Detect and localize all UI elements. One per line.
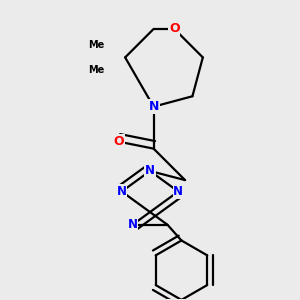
Text: O: O [169,22,180,35]
Text: Me: Me [88,65,104,75]
Text: N: N [117,185,127,198]
Text: O: O [113,135,124,148]
Text: N: N [145,164,155,178]
Text: N: N [128,218,137,231]
Text: N: N [148,100,159,113]
Text: Me: Me [88,40,104,50]
Text: N: N [173,185,183,198]
